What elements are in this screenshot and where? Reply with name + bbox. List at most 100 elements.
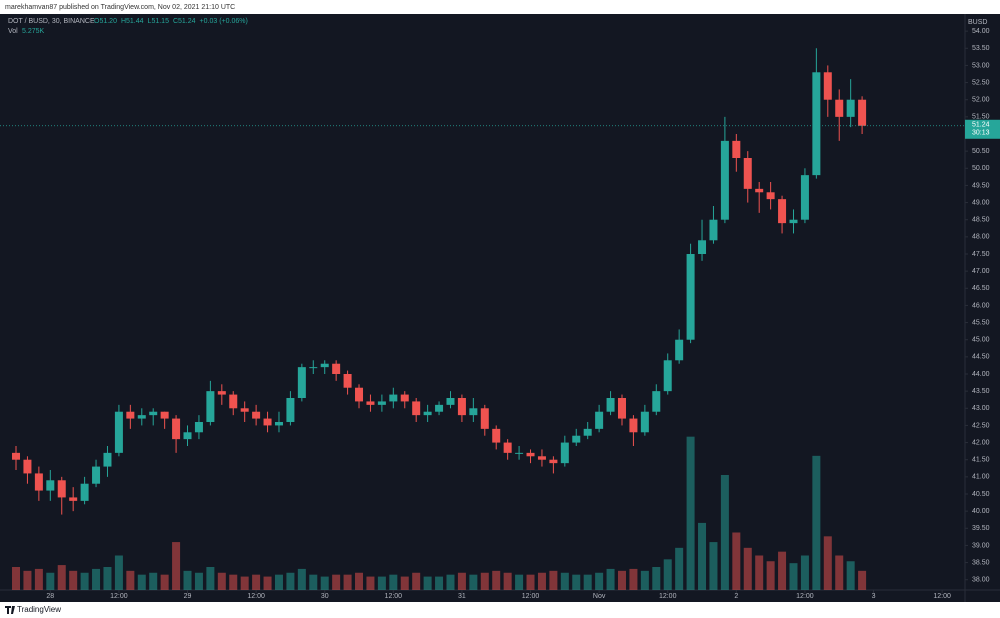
volume-bar: [377, 576, 386, 590]
volume-bar: [835, 555, 844, 590]
y-tick-label: 39.00: [972, 542, 990, 549]
volume-bar: [480, 572, 489, 590]
candle-body: [172, 418, 181, 440]
x-tick-label: 12:00: [385, 593, 403, 600]
volume-bar: [583, 574, 592, 590]
ohlc-value: +0.03 (+0.06%): [200, 18, 248, 25]
brand-name: TradingView: [17, 605, 61, 614]
candle-body: [423, 411, 432, 416]
volume-bar: [137, 574, 146, 590]
y-tick-label: 47.50: [972, 251, 990, 258]
candle-body: [263, 418, 272, 426]
candle-body: [675, 339, 684, 361]
candle-body: [823, 72, 832, 100]
volume-bar: [606, 568, 615, 590]
volume-bar: [629, 568, 638, 590]
volume-bar: [435, 576, 444, 590]
volume-pane: [12, 436, 867, 590]
candle-body: [343, 374, 352, 388]
volume-bar: [320, 576, 329, 590]
y-tick-label: 53.50: [972, 45, 990, 52]
candle-body: [332, 363, 341, 374]
y-tick-label: 54.00: [972, 28, 990, 35]
brand: TradingView: [5, 605, 61, 614]
y-tick-label: 46.50: [972, 285, 990, 292]
volume-bar: [812, 455, 821, 590]
last-price-label: 51.24: [972, 122, 990, 129]
candle-body: [526, 452, 535, 457]
y-tick-label: 46.00: [972, 302, 990, 309]
y-tick-label: 38.50: [972, 559, 990, 566]
y-tick-label: 51.50: [972, 114, 990, 121]
candle-body: [252, 411, 261, 419]
volume-bar: [355, 572, 364, 590]
volume-bar: [800, 555, 809, 590]
candle-body: [640, 411, 649, 433]
candle-body: [686, 254, 695, 340]
candle-body: [400, 394, 409, 402]
volume-bar: [698, 522, 707, 590]
volume-bar: [755, 555, 764, 590]
volume-bar: [720, 475, 729, 590]
candle-body: [560, 442, 569, 464]
candle-body: [309, 367, 318, 369]
candle-body: [595, 411, 604, 429]
candle-body: [34, 473, 43, 491]
candle-body: [206, 391, 215, 422]
volume-bar: [240, 576, 249, 590]
volume-bar: [503, 572, 512, 590]
y-tick-label: 49.50: [972, 182, 990, 189]
x-tick-label: 12:00: [796, 593, 814, 600]
volume-bar: [34, 568, 43, 590]
x-tick-label: 31: [458, 593, 466, 600]
candle-body: [755, 188, 764, 193]
volume-bar: [114, 555, 123, 590]
symbol: DOT / BUSD, 30, BINANCE: [8, 18, 95, 25]
volume-bar: [160, 574, 169, 590]
volume-bar: [423, 576, 432, 590]
volume-bar: [457, 572, 466, 590]
volume-bar: [492, 570, 501, 590]
candle-body: [389, 394, 398, 402]
y-tick-label: 45.50: [972, 319, 990, 326]
y-tick-label: 53.00: [972, 62, 990, 69]
candle-body: [606, 398, 615, 412]
y-tick-label: 43.00: [972, 405, 990, 412]
volume-bar: [206, 567, 215, 590]
candle-body: [160, 411, 169, 419]
volume-bar: [400, 576, 409, 590]
candle-body: [743, 158, 752, 189]
candle-body: [366, 401, 375, 405]
volume-bar: [69, 570, 78, 590]
candle-body: [46, 480, 55, 491]
y-tick-label: 50.00: [972, 165, 990, 172]
ohlc-value: O51.20: [94, 18, 117, 25]
candle-body: [217, 391, 226, 395]
candle-body: [698, 240, 707, 254]
volume-bar: [549, 570, 558, 590]
candle-body: [457, 398, 466, 416]
x-tick-label: 12:00: [522, 593, 540, 600]
volume-bar: [149, 572, 158, 590]
candle-body: [446, 398, 455, 405]
candle-body: [23, 459, 32, 474]
volume-bar: [172, 542, 181, 590]
y-tick-label: 52.50: [972, 79, 990, 86]
volume-bar: [640, 570, 649, 590]
volume-bar: [229, 574, 238, 590]
candle-body: [480, 408, 489, 429]
x-tick-label: Nov: [593, 593, 606, 600]
ohlc-value: C51.24: [173, 18, 196, 25]
candle-body: [515, 452, 524, 454]
candle-body: [240, 408, 249, 412]
volume-bar: [515, 574, 524, 590]
volume-bar: [858, 570, 867, 590]
volume-bar: [57, 565, 66, 590]
volume-bar: [23, 570, 32, 590]
y-tick-label: 40.50: [972, 491, 990, 498]
volume-label: Vol: [8, 28, 18, 35]
candle-body: [183, 432, 192, 440]
chart-background: [0, 14, 1000, 602]
candle-body: [835, 99, 844, 117]
